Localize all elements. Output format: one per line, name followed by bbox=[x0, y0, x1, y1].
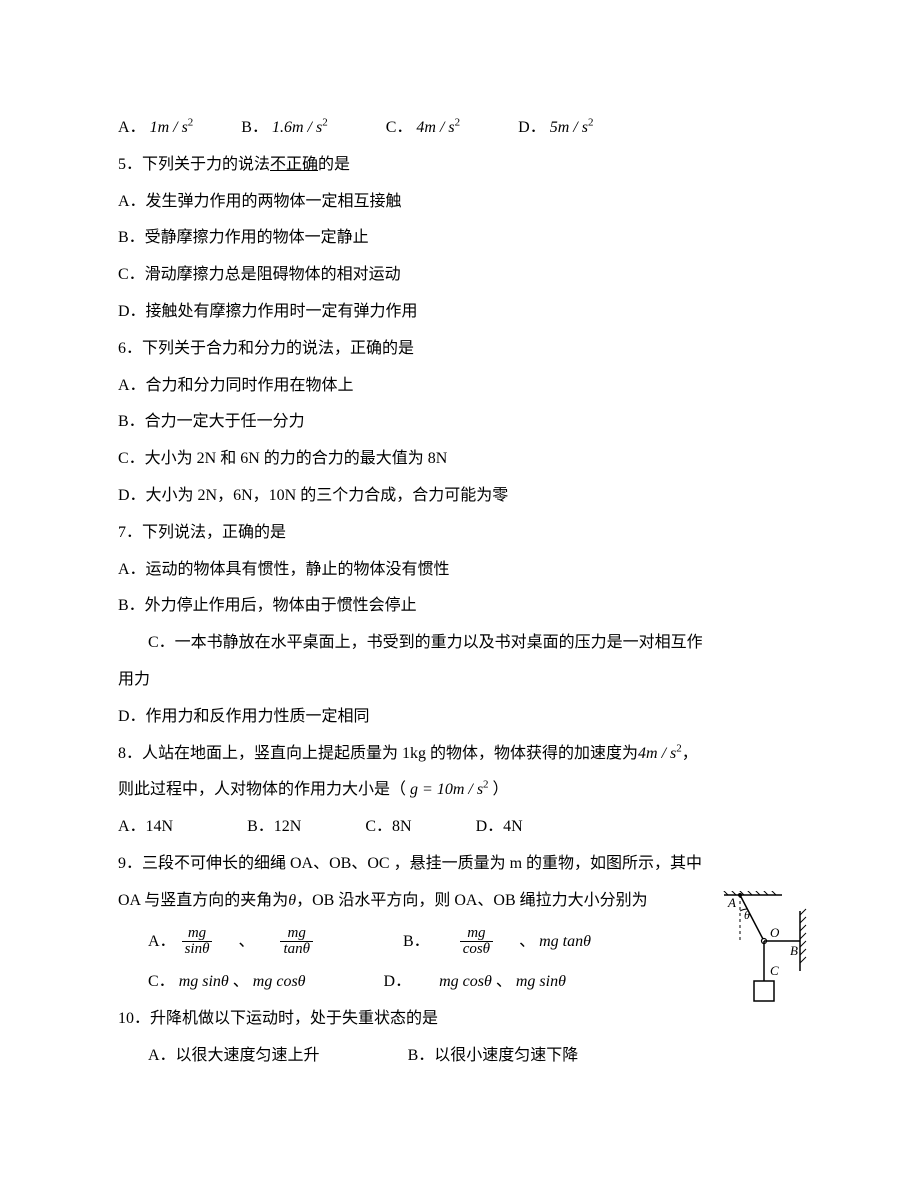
q8-stem2: 则此过程中，人对物体的作用力大小是（ g = 10m / s2 ） bbox=[118, 772, 802, 809]
q5-c: C．滑动摩擦力总是阻碍物体的相对运动 bbox=[118, 257, 802, 294]
q4-c-val: 4m / s2 bbox=[416, 119, 460, 136]
q6-d: D．大小为 2N，6N，10N 的三个力合成，合力可能为零 bbox=[118, 478, 802, 515]
q10-a: A．以很大速度匀速上升 bbox=[148, 1047, 320, 1064]
q6-a: A．合力和分力同时作用在物体上 bbox=[118, 368, 802, 405]
q7-stem: 7．下列说法，正确的是 bbox=[118, 515, 802, 552]
q7-b: B．外力停止作用后，物体由于惯性会停止 bbox=[118, 588, 802, 625]
q4-d-label: D． bbox=[518, 119, 546, 136]
q10-options: A．以很大速度匀速上升 B．以很小速度匀速下降 bbox=[118, 1038, 802, 1075]
q6-stem: 6．下列关于合力和分力的说法，正确的是 bbox=[118, 331, 802, 368]
q7-a: A．运动的物体具有惯性，静止的物体没有惯性 bbox=[118, 552, 802, 589]
q8-d: D．4N bbox=[476, 818, 523, 835]
svg-text:C: C bbox=[770, 963, 779, 978]
exam-page: A． 1m / s2 B． 1.6m / s2 C． 4m / s2 D． 5m… bbox=[0, 0, 920, 1192]
q9-stem1: 9．三段不可伸长的细绳 OA、OB、OC ，悬挂一质量为 m 的重物，如图所示，… bbox=[118, 846, 802, 883]
q9-c-f2: mg cosθ bbox=[253, 973, 306, 990]
q9-b-f2: mg tanθ bbox=[539, 933, 591, 950]
q9-a-f2: mgtanθ bbox=[280, 926, 313, 959]
q4-d-val: 5m / s2 bbox=[550, 119, 594, 136]
q8-a: A．14N bbox=[118, 818, 173, 835]
q9-b-f1: mgcosθ bbox=[460, 926, 493, 959]
q9-a-label: A． bbox=[148, 933, 176, 950]
q7-c: C．一本书静放在水平桌面上，书受到的重力以及书对桌面的压力是一对相互作 bbox=[118, 625, 802, 662]
q9-body: OA 与竖直方向的夹角为θ，OB 沿水平方向，则 OA、OB 绳拉力大小分别为 … bbox=[118, 883, 802, 1001]
svg-text:O: O bbox=[770, 925, 780, 940]
svg-text:B: B bbox=[790, 943, 798, 958]
q7-d: D．作用力和反作用力性质一定相同 bbox=[118, 699, 802, 736]
q4-a-label: A． bbox=[118, 119, 146, 136]
svg-text:θ: θ bbox=[744, 908, 750, 922]
q8-options: A．14N B．12N C．8N D．4N bbox=[118, 809, 802, 846]
q9-d-label: D． bbox=[384, 973, 412, 990]
q5-b: B．受静摩擦力作用的物体一定静止 bbox=[118, 220, 802, 257]
q4-options: A． 1m / s2 B． 1.6m / s2 C． 4m / s2 D． 5m… bbox=[118, 110, 802, 147]
q9-b-label: B． bbox=[403, 933, 430, 950]
q8-c: C．8N bbox=[365, 818, 411, 835]
q5-a: A．发生弹力作用的两物体一定相互接触 bbox=[118, 184, 802, 221]
q5-d: D．接触处有摩擦力作用时一定有弹力作用 bbox=[118, 294, 802, 331]
q4-a-val: 1m / s2 bbox=[150, 119, 194, 136]
q5-underline: 不正确 bbox=[270, 156, 318, 173]
svg-text:A: A bbox=[727, 895, 736, 910]
q6-b: B．合力一定大于任一分力 bbox=[118, 404, 802, 441]
q9-c-label: C． bbox=[148, 973, 175, 990]
q4-b-label: B． bbox=[241, 119, 268, 136]
q9-a-f1: mgsinθ bbox=[182, 926, 213, 959]
q8-stem1: 8．人站在地面上，竖直向上提起质量为 1kg 的物体，物体获得的加速度为4m /… bbox=[118, 736, 802, 773]
q6-c: C．大小为 2N 和 6N 的力的合力的最大值为 8N bbox=[118, 441, 802, 478]
q9-diagram: A θ O B C bbox=[682, 891, 812, 1011]
q5-stem: 5．下列关于力的说法不正确的是 bbox=[118, 147, 802, 184]
q9-d-f1: mg cosθ bbox=[439, 973, 492, 990]
q10-b: B．以很小速度匀速下降 bbox=[408, 1047, 579, 1064]
q8-b: B．12N bbox=[247, 818, 301, 835]
q9-c-f1: mg sinθ bbox=[179, 973, 229, 990]
q4-b-val: 1.6m / s2 bbox=[272, 119, 328, 136]
q9-d-f2: mg sinθ bbox=[516, 973, 566, 990]
q7-c2: 用力 bbox=[118, 662, 802, 699]
q4-c-label: C． bbox=[386, 119, 413, 136]
